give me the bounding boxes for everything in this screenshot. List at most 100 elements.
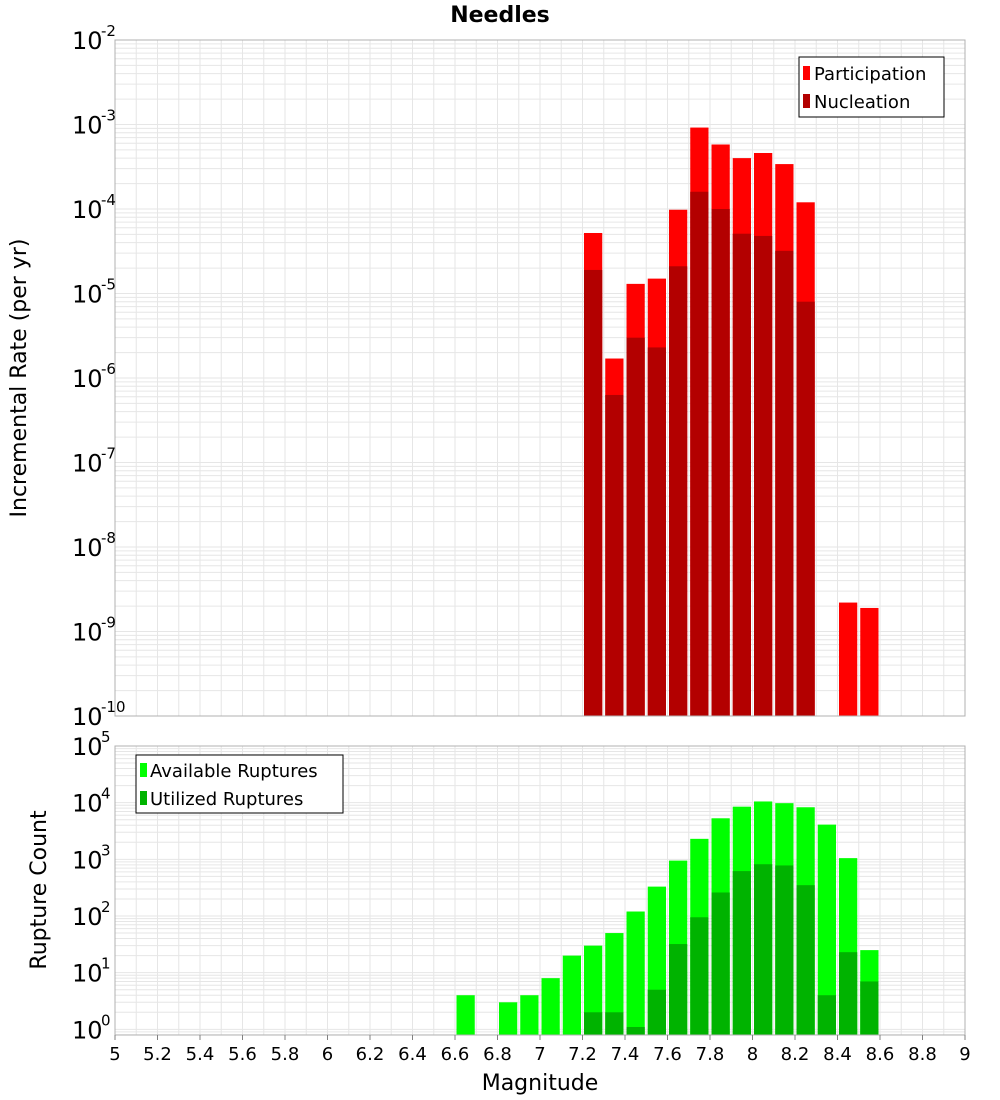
legend-label-participation: Participation xyxy=(814,64,926,85)
available-bar xyxy=(541,978,560,1035)
x-tick-label: 7.2 xyxy=(568,1044,597,1065)
y-tick-exponent: 5 xyxy=(101,728,111,746)
legend-swatch-participation xyxy=(803,66,810,80)
participation-bar xyxy=(839,602,858,716)
bottom-y-axis-label: Rupture Count xyxy=(27,810,52,970)
nucleation-bar xyxy=(796,301,815,716)
y-tick-exponent: -8 xyxy=(101,529,116,547)
y-tick-exponent: -4 xyxy=(101,191,116,209)
nucleation-bar xyxy=(711,209,730,716)
y-tick-exponent: -10 xyxy=(101,698,126,716)
utilized-bar xyxy=(647,989,666,1035)
y-tick-label: 10 xyxy=(72,281,103,309)
x-tick-label: 7.4 xyxy=(611,1044,640,1065)
utilized-bar xyxy=(796,885,815,1035)
y-tick-exponent: 4 xyxy=(101,785,111,803)
available-bar xyxy=(456,995,475,1035)
y-tick-exponent: -5 xyxy=(101,276,116,294)
y-tick-label: 10 xyxy=(72,846,103,874)
y-tick-exponent: -9 xyxy=(101,614,116,632)
legend-swatch-utilized xyxy=(140,791,147,805)
x-tick-label: 8.8 xyxy=(908,1044,937,1065)
x-tick-label: 8.2 xyxy=(781,1044,810,1065)
available-bar xyxy=(562,955,581,1035)
utilized-bar xyxy=(860,981,879,1035)
utilized-bar xyxy=(817,995,836,1035)
top-legend-box xyxy=(798,56,945,118)
utilized-bar xyxy=(605,1012,624,1035)
top-gridlines xyxy=(114,40,966,717)
y-tick-label: 10 xyxy=(72,703,103,731)
y-tick-exponent: 3 xyxy=(101,841,111,859)
y-tick-exponent: -2 xyxy=(101,22,116,40)
x-tick-label: 7.6 xyxy=(653,1044,682,1065)
nucleation-bar xyxy=(754,235,773,716)
y-tick-label: 10 xyxy=(72,450,103,478)
x-tick-label: 7.8 xyxy=(696,1044,725,1065)
x-tick-label: 9 xyxy=(959,1044,970,1065)
y-tick-exponent: 0 xyxy=(101,1011,111,1029)
available-bar xyxy=(626,911,645,1035)
utilized-bar xyxy=(754,864,773,1035)
available-bar xyxy=(499,1002,518,1035)
y-tick-label: 10 xyxy=(72,1016,103,1044)
x-tick-label: 6.2 xyxy=(356,1044,385,1065)
legend-label-nucleation: Nucleation xyxy=(814,92,910,113)
utilized-bar xyxy=(626,1026,645,1035)
y-tick-label: 10 xyxy=(72,960,103,988)
y-tick-label: 10 xyxy=(72,27,103,55)
nucleation-bar xyxy=(584,269,603,716)
x-tick-label: 5 xyxy=(109,1044,120,1065)
y-tick-exponent: 2 xyxy=(101,898,111,916)
legend-swatch-available xyxy=(140,763,147,777)
bottom-legend: Available Ruptures Utilized Ruptures xyxy=(135,754,344,814)
participation-bar xyxy=(860,607,879,716)
x-tick-label: 7 xyxy=(534,1044,545,1065)
x-axis-label: Magnitude xyxy=(482,1071,599,1096)
top-legend: Participation Nucleation xyxy=(798,56,945,118)
bottom-bars xyxy=(456,801,879,1035)
x-tick-label: 8.6 xyxy=(866,1044,895,1065)
nucleation-bar xyxy=(775,250,794,716)
y-tick-label: 10 xyxy=(72,790,103,818)
x-tick-label: 5.8 xyxy=(271,1044,300,1065)
nucleation-bar xyxy=(669,266,688,716)
x-tick-label: 6.4 xyxy=(398,1044,427,1065)
bottom-legend-box xyxy=(135,754,344,814)
top-plot-frame xyxy=(114,39,966,717)
nucleation-bar xyxy=(690,191,709,717)
y-tick-label: 10 xyxy=(72,365,103,393)
x-tick-label: 6 xyxy=(322,1044,333,1065)
x-ticks: 5 5.2 5.4 5.6 5.8 6 6.2 6.4 6.6 6.8 7 7.2 7.4 7.6 7.8 8… xyxy=(109,1035,971,1065)
utilized-bar xyxy=(690,917,709,1035)
utilized-bar xyxy=(732,871,751,1035)
legend-swatch-nucleation xyxy=(803,94,810,108)
nucleation-bar xyxy=(647,347,666,716)
utilized-bar xyxy=(669,944,688,1035)
top-y-axis-label: Incremental Rate (per yr) xyxy=(7,239,32,518)
utilized-bar xyxy=(584,1012,603,1035)
x-tick-label: 8 xyxy=(747,1044,758,1065)
utilized-bar xyxy=(711,892,730,1035)
chart-title: Needles xyxy=(450,3,550,28)
y-tick-label: 10 xyxy=(72,112,103,140)
available-bar xyxy=(817,824,836,1035)
y-tick-exponent: 1 xyxy=(101,955,111,973)
x-tick-label: 8.4 xyxy=(823,1044,852,1065)
available-bar xyxy=(605,933,624,1035)
y-tick-exponent: -3 xyxy=(101,107,116,125)
nucleation-bar xyxy=(626,337,645,716)
legend-label-available: Available Ruptures xyxy=(150,761,318,782)
x-tick-label: 6.6 xyxy=(441,1044,470,1065)
nucleation-bar xyxy=(605,394,624,716)
utilized-bar xyxy=(775,865,794,1035)
y-tick-exponent: -6 xyxy=(101,360,116,378)
x-tick-label: 5.4 xyxy=(186,1044,215,1065)
y-tick-label: 10 xyxy=(72,903,103,931)
x-tick-label: 5.6 xyxy=(228,1044,257,1065)
top-y-ticks: 10-210-310-410-510-610-710-810-910-10 xyxy=(72,22,126,731)
y-tick-exponent: -7 xyxy=(101,445,116,463)
x-tick-label: 6.8 xyxy=(483,1044,512,1065)
